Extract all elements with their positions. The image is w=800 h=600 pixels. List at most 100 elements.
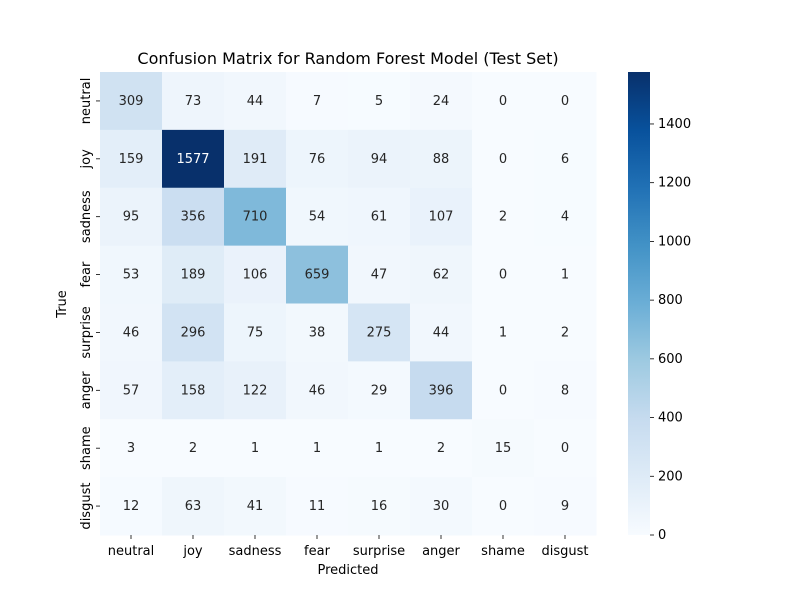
heatmap-cell <box>410 419 473 478</box>
heatmap-cell <box>472 361 535 420</box>
y-axis: neutral joy sadness fear surprise anger shame d… <box>79 78 100 530</box>
heatmap-cell <box>162 477 225 536</box>
heatmap-cell <box>534 187 597 247</box>
cell-value-label: 122 <box>243 383 268 398</box>
y-tick-label: surprise <box>79 306 94 358</box>
heatmap-cell <box>224 477 287 536</box>
heatmap-cell <box>286 72 349 131</box>
cell-value-label: 7 <box>313 94 321 109</box>
heatmap-cell <box>534 477 597 536</box>
cell-value-label: 54 <box>309 210 326 225</box>
cell-value-label: 1 <box>251 441 259 456</box>
heatmap-cell <box>224 72 287 131</box>
cell-value-label: 710 <box>243 210 268 225</box>
x-tick-label: disgust <box>542 544 589 559</box>
heatmap-cell <box>348 72 411 131</box>
cell-value-label: 275 <box>367 325 392 340</box>
colorbar-tick-label: 600 <box>658 352 683 367</box>
cell-value-label: 95 <box>123 210 140 225</box>
x-tick-label: anger <box>422 544 460 559</box>
heatmap-cell <box>224 419 287 478</box>
cell-value-label: 3 <box>127 441 135 456</box>
cell-value-label: 2 <box>189 441 197 456</box>
cell-value-label: 1 <box>375 441 383 456</box>
cell-value-label: 57 <box>123 383 140 398</box>
heatmap-cell <box>286 245 349 304</box>
heatmap-cell <box>100 129 163 189</box>
cell-value-label: 38 <box>309 325 326 340</box>
y-tick-label: sadness <box>79 190 94 243</box>
colorbar-tick-label: 1000 <box>658 234 691 249</box>
cell-value-label: 159 <box>119 152 144 167</box>
cell-value-label: 2 <box>437 441 445 456</box>
heatmap-cell <box>286 187 349 247</box>
heatmap-cell <box>472 245 535 304</box>
cell-value-label: 9 <box>561 499 569 514</box>
cell-value-label: 296 <box>181 325 206 340</box>
cell-value-label: 0 <box>499 152 507 167</box>
cell-value-label: 396 <box>429 383 454 398</box>
heatmap-cell <box>100 187 163 247</box>
cell-value-label: 8 <box>561 383 569 398</box>
heatmap-cell <box>286 477 349 536</box>
cell-value-label: 309 <box>119 94 144 109</box>
heatmap-cell <box>162 361 225 420</box>
x-tick-label: sadness <box>229 544 282 559</box>
chart-title: Confusion Matrix for Random Forest Model… <box>137 49 558 68</box>
cell-value-label: 62 <box>433 268 450 283</box>
heatmap-cell <box>286 129 349 189</box>
cell-value-label: 46 <box>123 325 140 340</box>
heatmap-cell <box>534 245 597 304</box>
cell-value-label: 29 <box>371 383 388 398</box>
heatmap-cell <box>224 187 287 247</box>
heatmap-cell <box>410 477 473 536</box>
cell-value-label: 191 <box>243 152 268 167</box>
heatmap-cell <box>286 303 349 362</box>
heatmap-cell <box>224 361 287 420</box>
cell-value-label: 11 <box>309 499 326 514</box>
heatmap-cell <box>100 245 163 304</box>
cell-value-label: 12 <box>123 499 140 514</box>
heatmap-cell <box>100 477 163 536</box>
cell-value-label: 2 <box>561 325 569 340</box>
heatmap-grid <box>100 72 597 536</box>
cell-value-label: 189 <box>181 268 206 283</box>
cell-value-label: 5 <box>375 94 383 109</box>
heatmap-cell <box>286 419 349 478</box>
heatmap-cell <box>410 187 473 247</box>
cell-value-label: 1 <box>313 441 321 456</box>
heatmap-cell <box>348 129 411 189</box>
colorbar-tick-label: 1400 <box>658 117 691 132</box>
cell-value-label: 63 <box>185 499 202 514</box>
heatmap-cell <box>224 303 287 362</box>
colorbar-gradient <box>628 72 650 535</box>
cell-value-label: 94 <box>371 152 388 167</box>
cell-value-label: 356 <box>181 210 206 225</box>
cell-value-label: 88 <box>433 152 450 167</box>
cell-value-label: 0 <box>499 268 507 283</box>
cell-value-label: 15 <box>495 441 512 456</box>
colorbar-tick-label: 200 <box>658 469 683 484</box>
heatmap-cell <box>534 129 597 189</box>
heatmap-cell <box>472 129 535 189</box>
heatmap-cell <box>410 361 473 420</box>
cell-value-label: 75 <box>247 325 264 340</box>
heatmap-cell <box>472 303 535 362</box>
heatmap-cell <box>472 72 535 131</box>
heatmap-cell <box>534 72 597 131</box>
cell-value-label: 659 <box>305 268 330 283</box>
cell-value-label: 30 <box>433 499 450 514</box>
heatmap-cell <box>224 129 287 189</box>
cell-value-label: 76 <box>309 152 326 167</box>
y-tick-label: joy <box>79 149 94 170</box>
y-tick-label: shame <box>79 426 94 470</box>
y-tick-label: fear <box>79 261 94 288</box>
y-tick-label: neutral <box>79 78 94 125</box>
heatmap-cell <box>286 361 349 420</box>
heatmap-cell <box>100 72 163 131</box>
colorbar-tick-label: 1200 <box>658 176 691 191</box>
y-axis-label: True <box>55 290 70 319</box>
cell-value-label: 0 <box>499 94 507 109</box>
heatmap-cell <box>224 245 287 304</box>
colorbar: 0 200 400 600 800 1000 1200 1400 <box>628 72 691 543</box>
